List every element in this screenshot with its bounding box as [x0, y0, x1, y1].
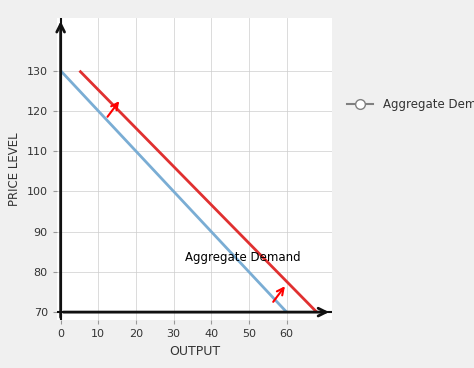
- Legend: Aggregate Demand: Aggregate Demand: [347, 98, 474, 111]
- X-axis label: OUTPUT: OUTPUT: [169, 345, 220, 358]
- Text: Aggregate Demand: Aggregate Demand: [185, 251, 301, 264]
- Y-axis label: PRICE LEVEL: PRICE LEVEL: [8, 132, 21, 206]
